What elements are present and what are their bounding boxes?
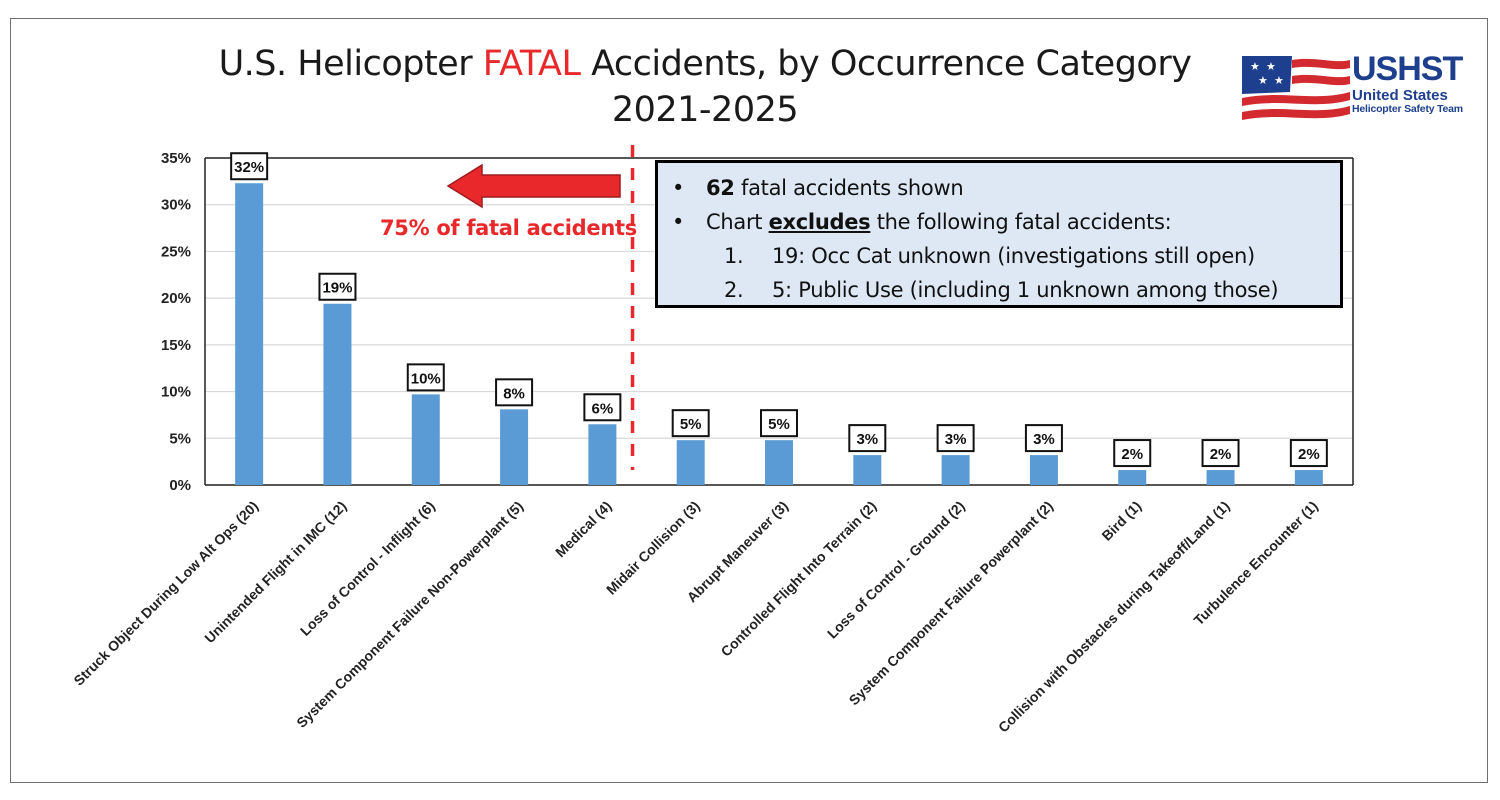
note-bullet-2: • Chart excludes the following fatal acci… [672,210,1172,234]
data-label-box [406,363,445,392]
y-tick-label: 30% [161,197,191,214]
y-tick-label: 5% [169,430,191,447]
data-label: 2% [1298,446,1320,463]
bar [1118,470,1147,485]
y-tick-label: 35% [161,150,191,167]
note-bullet-1: • 62 fatal accidents shown [672,176,964,200]
svg-text:★: ★ [1258,74,1268,87]
data-label-box [583,393,622,422]
ushst-flag-logo: ★ ★ ★ ★ [1242,56,1350,120]
data-label-box [1201,439,1240,468]
data-label: 2% [1121,446,1143,463]
data-label-box [671,409,710,438]
data-label-box [1289,439,1328,468]
data-label-box [230,152,269,181]
chart-title: U.S. Helicopter FATAL Accidents, by Occu… [218,44,1192,84]
bar [676,440,705,485]
bar [323,303,352,485]
data-label-box [936,424,975,453]
note-sub-2: 2. 5: Public Use (including 1 unknown amo… [724,278,1279,302]
y-tick-label: 20% [161,290,191,307]
category-label: Medical (4) [552,498,614,560]
y-tick-label: 25% [161,243,191,260]
svg-text:★: ★ [1250,60,1260,73]
data-label-box [318,272,357,301]
data-label-box [848,424,887,453]
category-label: Controlled Flight Into Terrain (2) [718,498,880,660]
chart-subtitle: 2021-2025 [611,90,799,130]
bar [1206,470,1235,485]
bar [235,183,264,485]
data-label-box [495,378,534,407]
bar [1029,455,1058,485]
logo-text: USHST United States Helicopter Safety Te… [1352,52,1463,115]
title-highlight: FATAL [482,44,581,84]
figure-frame [10,18,1488,783]
note-sub-1: 1. 19: Occ Cat unknown (investigations st… [724,244,1255,268]
data-label: 3% [1033,431,1055,448]
y-tick-label: 15% [161,337,191,354]
note-box: • 62 fatal accidents shown • Chart exclude… [655,160,1343,308]
category-label: Abrupt Maneuver (3) [684,498,792,606]
data-label: 5% [768,416,790,433]
category-label: Bird (1) [1098,498,1144,544]
bar [411,394,440,485]
svg-text:★: ★ [1274,74,1284,87]
data-label: 8% [503,385,525,402]
data-label: 5% [680,416,702,433]
data-label: 3% [945,431,967,448]
data-label-box [760,409,798,438]
y-tick-label: 10% [161,384,191,401]
arrow-label: 75% of fatal accidents [380,216,637,240]
bar [1294,470,1323,485]
data-label: 3% [856,431,878,448]
category-label: Struck Object During Low Alt Ops (20) [70,498,261,689]
bar [765,440,793,485]
data-label: 6% [592,400,614,417]
data-label: 19% [322,280,352,297]
bar [588,424,617,485]
logo-name: USHST [1352,50,1463,88]
data-label: 2% [1210,446,1232,463]
data-label-box [1113,439,1152,468]
bar [941,455,970,485]
data-label-box [1024,424,1063,453]
svg-text:★: ★ [1266,60,1276,73]
bar [853,455,882,485]
bar [500,409,529,485]
data-label: 32% [234,159,264,176]
y-tick-label: 0% [169,477,191,494]
logo-line2: Helicopter Safety Team [1352,103,1463,115]
category-label: System Component Failure Powerplant (2) [846,498,1056,708]
category-label: Unintended Flight in IMC (12) [201,498,349,646]
red-arrow [446,163,621,209]
logo-line1: United States [1352,87,1448,104]
data-label: 10% [411,370,441,387]
category-label: Midair Collision (3) [603,498,703,598]
